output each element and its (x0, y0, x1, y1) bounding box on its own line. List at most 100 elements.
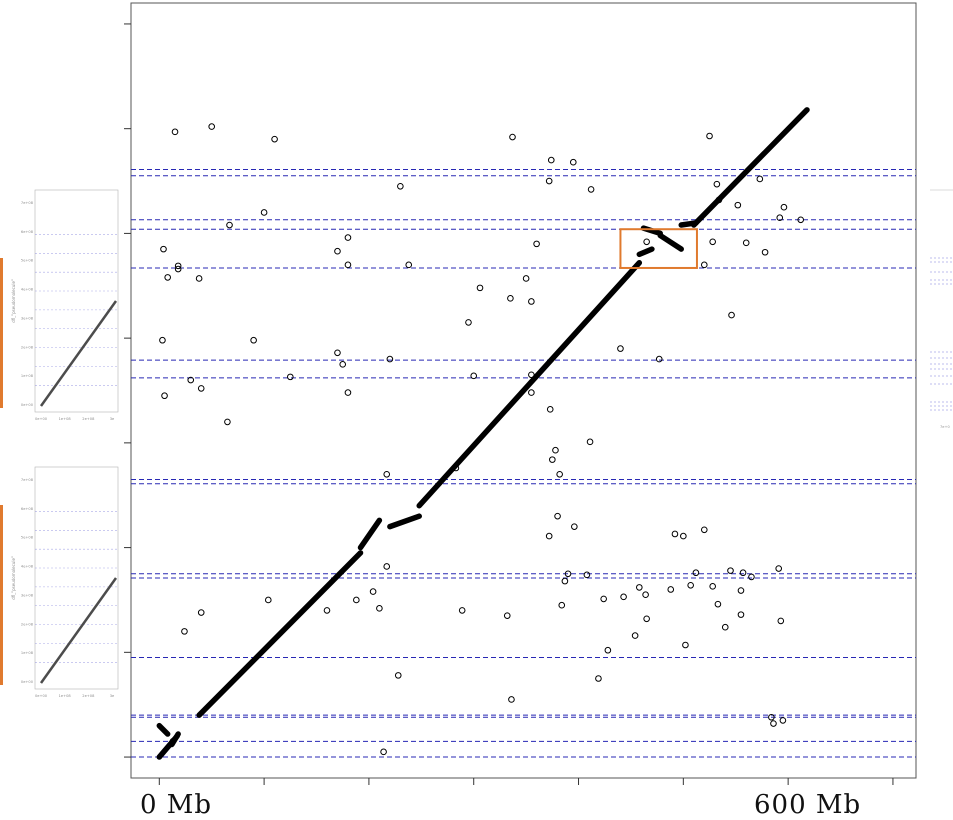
scatter-point (586, 438, 594, 446)
ghost-accent (0, 258, 3, 408)
scatter-point (779, 717, 787, 724)
scatter-point (476, 284, 484, 292)
scatter-point (174, 262, 182, 270)
scatter-point (643, 615, 650, 623)
ghost-x-tick: 1e+08 (59, 417, 72, 421)
scatter-point (323, 607, 331, 614)
scatter-point (458, 607, 466, 614)
alignment-segment (156, 722, 171, 737)
scatter-point (344, 261, 352, 269)
scatter-point (507, 295, 514, 302)
scatter-point (533, 240, 540, 248)
ghost-y-tick: 6e+08 (21, 230, 34, 234)
scatter-point (545, 177, 553, 185)
scatter-point (334, 349, 341, 357)
ghost-y-tick: 3e+08 (21, 593, 34, 597)
scatter-point (700, 526, 708, 534)
scatter-point (383, 563, 391, 570)
scatter-point (620, 593, 627, 601)
scatter-point (709, 583, 716, 590)
scatter-point (595, 675, 602, 682)
ghost-y-tick: 1e+08 (21, 651, 34, 655)
x-tick-label-600: 600 Mb (754, 790, 862, 820)
x-tick-label-0: 0 Mb (140, 790, 213, 820)
scatter-point (777, 617, 785, 625)
scatter-point (376, 605, 383, 612)
scatter-point (195, 275, 203, 282)
ghost-y-tick: 5e+08 (21, 536, 34, 540)
ghost-accent (0, 505, 3, 685)
scatter-point (587, 186, 595, 193)
scatter-point (780, 203, 788, 211)
ghost-x-tick: 3e (110, 694, 115, 698)
scatter-point (339, 361, 347, 368)
scatter-point (380, 748, 387, 756)
ghost-panel-right: 7e+0 (930, 189, 953, 429)
ghost-y-tick: 1e+08 (21, 374, 34, 378)
alignment-segment (196, 550, 364, 718)
scatter-point (756, 175, 764, 183)
scatter-point (159, 336, 166, 344)
scatter-point (671, 530, 679, 538)
scatter-point (770, 720, 777, 727)
scatter-point (571, 523, 578, 530)
scatter-point (522, 275, 530, 282)
scatter-point (727, 567, 734, 574)
ghost-frame (34, 466, 119, 690)
scatter-point (569, 158, 577, 166)
ghost-y-tick: 0e+00 (21, 680, 34, 684)
scatter-point (508, 696, 515, 703)
scatter-point (768, 713, 775, 721)
scatter-point (287, 373, 294, 381)
scatter-point (636, 584, 643, 591)
scatter-point (552, 446, 559, 454)
ghost-x-tick: 2e+08 (82, 417, 95, 421)
ghost-x-tick: 0e+00 (35, 694, 48, 698)
scatter-point (369, 588, 377, 595)
y-axis-ticks (124, 23, 131, 758)
ghost-x-tick: 1e+08 (59, 694, 72, 698)
ghost-y-tick: 7e+08 (21, 478, 34, 482)
scatter-point (528, 371, 535, 379)
scatter-point (687, 581, 694, 589)
scatter-point (187, 376, 195, 384)
ghost-panel-left-top: dfl_"pseudomolecule" 0e+00 1e+08 2e+08 3e+08… (11, 189, 119, 421)
ghost-y-tick: 3e+08 (21, 316, 34, 320)
scatter-point (470, 372, 478, 380)
ghost-y-tick: 4e+08 (21, 288, 34, 292)
ghost-panel-left-bottom: dfl_"pseudomolecule" 0e+00 1e+08 2e+08 3e+08… (11, 466, 119, 698)
ghost-x-tick: 0e+00 (35, 417, 48, 421)
scatter-point (713, 180, 721, 188)
scatter-point (197, 385, 205, 392)
scatter-point (655, 355, 663, 363)
scatter-point (761, 248, 769, 256)
scatter-point (775, 565, 783, 572)
scatter-point (260, 209, 268, 216)
scatter-point (503, 612, 511, 619)
scatter-point (264, 596, 272, 604)
scatter-point (353, 596, 360, 604)
ghost-x-tick: 7e+0 (940, 425, 951, 429)
scatter-point (405, 261, 413, 269)
ghost-y-tick: 4e+08 (21, 565, 34, 569)
scatter-point (208, 123, 216, 130)
alignment-segment (691, 107, 810, 228)
alignment-segment (357, 517, 383, 551)
scatter-point (631, 632, 639, 639)
ghost-frame (34, 189, 119, 413)
ghost-y-tick: 2e+08 (21, 345, 34, 349)
scatter-point (556, 470, 563, 478)
scatter-point (734, 201, 742, 209)
scatter-point (617, 345, 624, 352)
scatter-point (509, 133, 516, 141)
scatter-point (160, 245, 167, 253)
scatter-point (546, 406, 554, 413)
alignment-segment (657, 232, 684, 252)
ghost-y-label: dfl_"pseudomolecule" (11, 279, 16, 323)
scatter-point (682, 641, 689, 649)
scatter-point (545, 532, 553, 540)
scatter-point (226, 221, 233, 229)
scatter-point (700, 261, 708, 269)
scatter-point (561, 577, 569, 585)
